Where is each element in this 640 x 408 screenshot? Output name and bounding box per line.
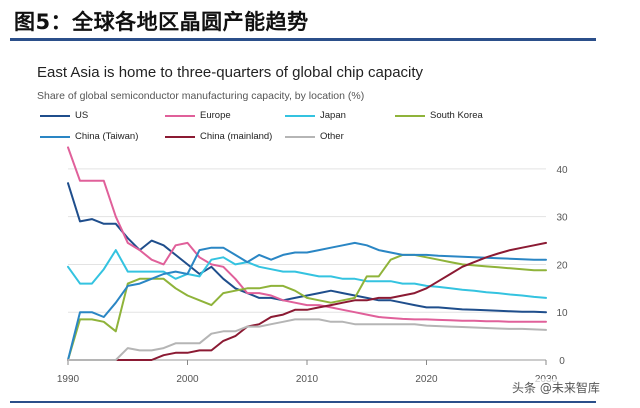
legend-swatch-japan [285, 114, 315, 117]
legend-label-japan: Japan [320, 110, 346, 121]
y-tick-label: 20 [556, 260, 568, 271]
figure-title: 图5：全球各地区晶圆产能趋势 [14, 10, 309, 34]
legend-item-china-taiwan: China (Taiwan) [40, 131, 138, 142]
legend-item-europe: Europe [165, 110, 231, 121]
bottom-divider [10, 401, 596, 403]
legend-label-us: US [75, 110, 89, 121]
series-line-us [67, 182, 547, 314]
series-line-china-taiwan [67, 241, 547, 361]
legend-swatch-other [285, 135, 315, 138]
top-divider [10, 38, 596, 41]
legend-label-europe: Europe [200, 110, 231, 121]
legend-swatch-us [40, 114, 70, 117]
legend-swatch-south-korea [395, 114, 425, 117]
x-tick-label: 1990 [57, 374, 80, 385]
y-tick-label: 40 [556, 165, 568, 176]
series-line-china-mainland [67, 241, 547, 361]
legend-item-us: US [40, 110, 88, 121]
x-tick-label: 2000 [176, 374, 199, 385]
legend-label-china-mainland: China (mainland) [200, 131, 273, 142]
chart-subtitle: Share of global semiconductor manufactur… [37, 90, 365, 102]
legend-swatch-china-mainland [165, 135, 195, 138]
y-tick-label: 0 [559, 356, 565, 367]
y-tick-label: 30 [556, 213, 568, 224]
legend-item-south-korea: South Korea [395, 110, 483, 121]
legend-item-other: Other [285, 131, 344, 142]
legend-item-china-mainland: China (mainland) [165, 131, 272, 142]
series-line-europe [67, 146, 547, 323]
x-tick-label: 2010 [296, 374, 319, 385]
series-line-japan [67, 249, 547, 299]
legend-swatch-china-taiwan [40, 135, 70, 138]
legend-label-south-korea: South Korea [430, 110, 483, 121]
series-line-other [67, 318, 547, 361]
chart-legend: US Europe Japan South Korea China (Taiwa… [40, 110, 560, 146]
watermark: 头条 @未来智库 [510, 379, 602, 396]
legend-item-japan: Japan [285, 110, 346, 121]
legend-label-other: Other [320, 131, 344, 142]
legend-swatch-europe [165, 114, 195, 117]
y-tick-label: 10 [556, 308, 568, 319]
legend-label-china-taiwan: China (Taiwan) [75, 131, 139, 142]
chart-title: East Asia is home to three-quarters of g… [37, 64, 424, 81]
x-tick-label: 2020 [415, 374, 438, 385]
